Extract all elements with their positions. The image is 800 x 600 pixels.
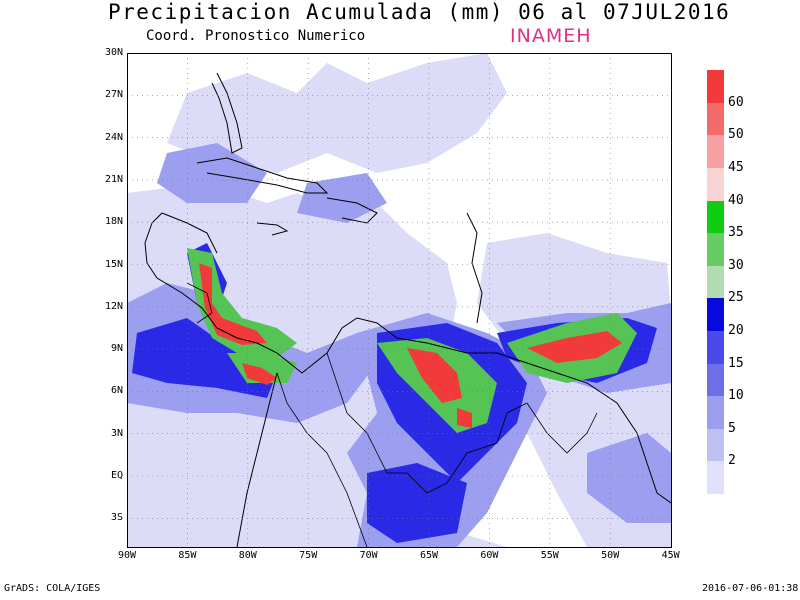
lat-label: 30N [104, 47, 123, 58]
lon-label: 50W [601, 550, 620, 561]
colorbar-swatch [707, 428, 724, 462]
map-title: Precipitacion Acumulada (mm) 06 al 07JUL… [108, 0, 731, 24]
footer-software: GrADS: COLA/IGES [4, 583, 101, 594]
colorbar-swatch [707, 461, 724, 494]
colorbar-label: 5 [728, 420, 736, 436]
lat-label: 3S [110, 512, 123, 524]
colorbar-swatch [707, 265, 724, 299]
colorbar-swatch [707, 168, 724, 201]
lon-label: 75W [299, 550, 318, 561]
country-borders [186, 282, 598, 547]
precipitation-field [127, 53, 671, 547]
lat-label: 6N [110, 385, 123, 397]
lon-label: 70W [359, 550, 378, 561]
lon-label: 85W [178, 550, 197, 561]
lat-lon-grid [127, 53, 671, 547]
colorbar-label: 50 [728, 127, 744, 143]
map-subtitle: Coord. Pronostico Numerico [146, 28, 366, 44]
colorbar-label: 35 [728, 225, 744, 241]
precipitation-map [127, 53, 671, 547]
colorbar-swatch [707, 102, 724, 136]
lon-label: 80W [238, 550, 257, 561]
lat-label: 24N [104, 131, 123, 143]
colorbar-swatch [707, 135, 724, 168]
colorbar-label: 20 [728, 323, 744, 338]
lon-label: 45W [661, 550, 680, 561]
lon-label: 55W [540, 550, 559, 561]
precip-layer-red [199, 263, 622, 428]
lat-label: 15N [104, 258, 123, 270]
lat-label: 18N [104, 216, 123, 228]
colorbar-swatch [707, 298, 724, 331]
coastlines [144, 72, 671, 547]
lat-label: 21N [104, 173, 123, 185]
colorbar-swatch [707, 396, 724, 429]
lat-label: 3N [110, 427, 123, 439]
agency-label: INAMEH [510, 25, 592, 47]
lon-label: 90W [117, 550, 137, 561]
footer-timestamp: 2016-07-06-01:38 [702, 583, 799, 594]
colorbar-label: 10 [728, 388, 744, 404]
colorbar-label: 45 [728, 160, 744, 175]
colorbar-swatch [707, 363, 724, 397]
lon-label: 60W [480, 550, 499, 561]
colorbar-label: 25 [728, 290, 744, 306]
lon-label: 65W [419, 550, 439, 561]
colorbar-label: 60 [728, 94, 744, 110]
colorbar-swatch [707, 200, 724, 234]
colorbar-label: 2 [728, 453, 736, 469]
lat-label: 27N [104, 89, 123, 101]
colorbar-swatch [707, 331, 724, 364]
colorbar-label: 40 [728, 192, 744, 208]
colorbar-label: 15 [728, 355, 744, 371]
lat-label: EQ [110, 470, 123, 481]
lat-label: 12N [104, 300, 123, 312]
colorbar-swatch [707, 70, 724, 103]
colorbar-label: 30 [728, 257, 744, 273]
colorbar-swatch [707, 233, 724, 266]
lat-label: 9N [110, 343, 123, 355]
